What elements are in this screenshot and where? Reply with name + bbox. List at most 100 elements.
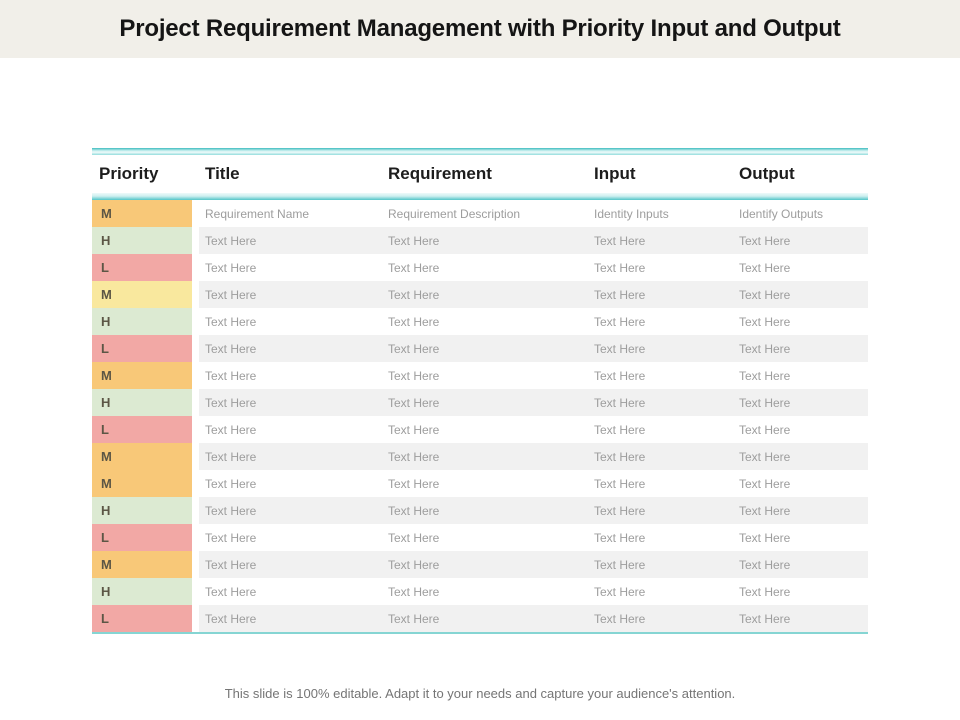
priority-cell: H	[92, 497, 192, 524]
table-row: H Text Here Text Here Text Here Text Here	[92, 497, 868, 524]
column-header-input: Input	[594, 164, 636, 183]
table-row: L Text Here Text Here Text Here Text Here	[92, 416, 868, 443]
row-cell-output: Text Here	[739, 368, 791, 383]
row-cell-output: Text Here	[733, 389, 868, 416]
row-cell-output: Text Here	[733, 551, 868, 578]
row-cell-input: Text Here	[594, 476, 646, 491]
row-cell-output: Text Here	[733, 227, 868, 254]
row-cell-requirement: Text Here	[382, 389, 588, 416]
row-cell-title: Text Here	[199, 281, 382, 308]
table-row: H Text Here Text Here Text Here Text Here	[92, 389, 868, 416]
row-cell-input: Text Here	[588, 443, 733, 470]
priority-cell: H	[92, 389, 192, 416]
row-cell-title: Text Here	[199, 443, 382, 470]
row-cell-requirement: Text Here	[388, 314, 440, 329]
row-gap	[192, 335, 199, 362]
priority-cell: L	[92, 524, 192, 551]
table-row: M Text Here Text Here Text Here Text Here	[92, 443, 868, 470]
row-gap	[192, 416, 199, 443]
footer-note: This slide is 100% editable. Adapt it to…	[224, 686, 736, 701]
table-row: L Text Here Text Here Text Here Text Here	[92, 335, 868, 362]
row-cell-input: Identity Inputs	[594, 206, 669, 221]
priority-cell: H	[92, 578, 192, 605]
row-cell-title: Text Here	[199, 335, 382, 362]
column-header-title: Title	[205, 164, 240, 183]
row-cell-output: Text Here	[733, 335, 868, 362]
priority-cell: H	[92, 227, 192, 254]
row-cell-requirement: Text Here	[382, 443, 588, 470]
row-cell-title: Requirement Name	[205, 206, 310, 221]
priority-cell: M	[92, 443, 192, 470]
row-cell-title: Text Here	[199, 497, 382, 524]
row-cell-input: Text Here	[588, 497, 733, 524]
row-cell-input: Text Here	[588, 389, 733, 416]
row-cell-input: Text Here	[594, 260, 646, 275]
row-gap	[192, 605, 199, 632]
row-gap	[192, 497, 199, 524]
row-gap	[192, 281, 199, 308]
row-cell-input: Text Here	[588, 227, 733, 254]
column-header-requirement: Requirement	[388, 164, 492, 183]
row-cell-output: Text Here	[739, 584, 791, 599]
priority-cell: M	[92, 551, 192, 578]
row-cell-title: Text Here	[205, 422, 257, 437]
row-cell-output: Text Here	[739, 314, 791, 329]
table-row: H Text Here Text Here Text Here Text Here	[92, 308, 868, 335]
row-cell-input: Text Here	[594, 584, 646, 599]
row-cell-title: Text Here	[205, 584, 257, 599]
row-gap	[192, 200, 199, 227]
row-cell-output: Text Here	[739, 260, 791, 275]
row-cell-title: Text Here	[199, 227, 382, 254]
row-cell-output: Text Here	[733, 443, 868, 470]
row-cell-title: Text Here	[199, 551, 382, 578]
row-cell-input: Text Here	[594, 368, 646, 383]
column-header-output: Output	[739, 164, 795, 183]
priority-cell: M	[92, 362, 192, 389]
row-cell-output: Identify Outputs	[739, 206, 824, 221]
row-gap	[192, 551, 199, 578]
table-row: H Text Here Text Here Text Here Text Here	[92, 227, 868, 254]
column-header-priority: Priority	[99, 164, 159, 183]
row-cell-requirement: Text Here	[382, 605, 588, 632]
row-gap	[192, 308, 199, 335]
row-cell-input: Text Here	[588, 335, 733, 362]
row-cell-output: Text Here	[739, 476, 791, 491]
row-gap	[192, 524, 199, 551]
row-cell-input: Text Here	[588, 551, 733, 578]
title-bar: Project Requirement Management with Prio…	[0, 0, 960, 58]
row-cell-output: Text Here	[733, 281, 868, 308]
table-row: M Text Here Text Here Text Here Text Here	[92, 281, 868, 308]
row-cell-input: Text Here	[594, 314, 646, 329]
table-row: M Text Here Text Here Text Here Text Here	[92, 470, 868, 497]
row-cell-title: Text Here	[205, 476, 257, 491]
table-body: M Requirement Name Requirement Description…	[92, 200, 868, 634]
row-cell-requirement: Text Here	[382, 497, 588, 524]
requirements-table: Priority Title Requirement Input Output M Req…	[92, 148, 868, 634]
row-cell-requirement: Text Here	[382, 551, 588, 578]
priority-cell: H	[92, 308, 192, 335]
priority-cell: M	[92, 470, 192, 497]
row-cell-input: Text Here	[594, 530, 646, 545]
table-header-accent-bar	[92, 193, 868, 200]
row-cell-input: Text Here	[594, 422, 646, 437]
row-cell-title: Text Here	[205, 260, 257, 275]
row-cell-title: Text Here	[199, 605, 382, 632]
row-cell-output: Text Here	[733, 605, 868, 632]
priority-cell: L	[92, 254, 192, 281]
table-row: L Text Here Text Here Text Here Text Here	[92, 524, 868, 551]
table-row: H Text Here Text Here Text Here Text Here	[92, 578, 868, 605]
row-cell-requirement: Text Here	[388, 530, 440, 545]
row-cell-output: Text Here	[733, 497, 868, 524]
row-gap	[192, 227, 199, 254]
row-cell-output: Text Here	[739, 422, 791, 437]
row-cell-title: Text Here	[199, 389, 382, 416]
priority-cell: L	[92, 416, 192, 443]
row-cell-requirement: Text Here	[388, 368, 440, 383]
table-header-row: Priority Title Requirement Input Output	[92, 155, 868, 193]
row-cell-title: Text Here	[205, 530, 257, 545]
row-cell-requirement: Requirement Description	[388, 206, 521, 221]
row-cell-requirement: Text Here	[382, 227, 588, 254]
row-gap	[192, 470, 199, 497]
row-gap	[192, 254, 199, 281]
